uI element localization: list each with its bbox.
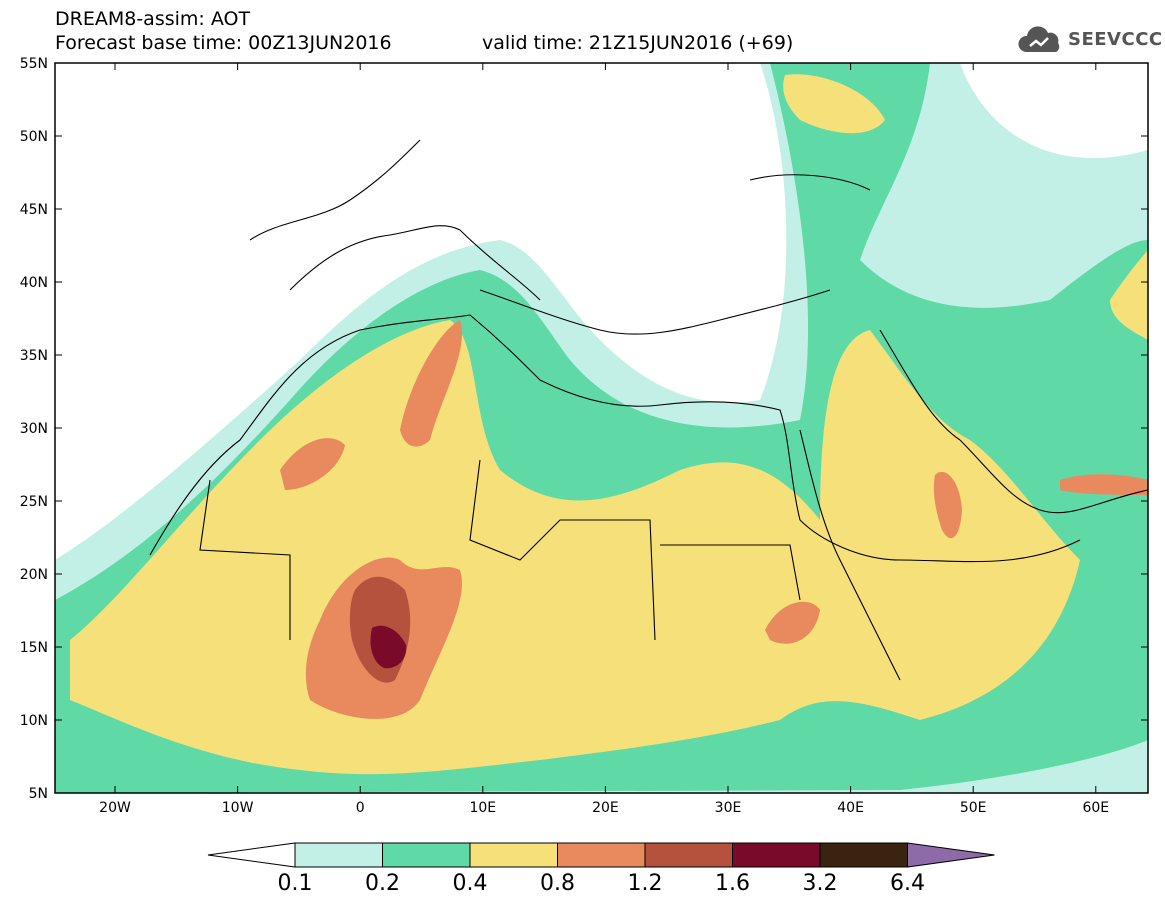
colorbar bbox=[207, 842, 995, 868]
latitude-axis: 55N 50N 45N 40N 35N 30N 25N 20N 15N 10N 5N bbox=[20, 56, 1148, 802]
lon-tick-label: 50E bbox=[960, 800, 987, 816]
lon-tick-label: 30E bbox=[715, 800, 742, 816]
valid-time: valid time: 21Z15JUN2016 (+69) bbox=[482, 32, 794, 54]
lat-tick-label: 30N bbox=[20, 421, 48, 437]
colorbar-segment bbox=[819, 842, 908, 868]
lat-tick-label: 55N bbox=[20, 56, 48, 72]
lat-tick-label: 5N bbox=[29, 786, 48, 802]
colorbar-label: 1.6 bbox=[715, 871, 750, 896]
coastlines bbox=[149, 139, 1148, 681]
lon-tick-label: 10W bbox=[222, 800, 254, 816]
cloud-icon bbox=[1018, 26, 1060, 52]
aot-band-0-8-west bbox=[280, 438, 345, 490]
colorbar-segment bbox=[732, 842, 821, 868]
longitude-axis: 20W 10W 0 10E 20E 30E 40E 50E 60E bbox=[99, 63, 1109, 816]
aot-band-1-6 bbox=[370, 625, 407, 669]
lon-tick-label: 20W bbox=[99, 800, 131, 816]
aot-band-0-4-north bbox=[783, 74, 885, 134]
lon-tick-label: 0 bbox=[356, 800, 365, 816]
lat-tick-label: 15N bbox=[20, 640, 48, 656]
lon-tick-label: 20E bbox=[592, 800, 619, 816]
lon-tick-label: 10E bbox=[469, 800, 496, 816]
colorbar-segment bbox=[644, 842, 733, 868]
aot-band-0-4-east bbox=[1110, 250, 1148, 340]
aot-band-0-8-atlas bbox=[400, 320, 463, 447]
forecast-base-time: Forecast base time: 00Z13JUN2016 bbox=[55, 32, 392, 54]
colorbar-label: 3.2 bbox=[802, 871, 838, 896]
colorbar-label: 1.2 bbox=[627, 871, 663, 896]
lat-tick-label: 45N bbox=[20, 202, 48, 218]
colorbar-segment bbox=[557, 842, 646, 868]
aot-band-0-8-gulf bbox=[1060, 474, 1148, 495]
colorbar-segment bbox=[382, 842, 471, 868]
colorbar-label: 6.4 bbox=[890, 871, 925, 896]
lat-tick-label: 35N bbox=[20, 348, 48, 364]
aot-band-0-8-arabia bbox=[933, 471, 962, 539]
lat-tick-label: 50N bbox=[20, 129, 48, 145]
colorbar-label: 0.1 bbox=[277, 871, 313, 896]
colorbar-segment bbox=[294, 842, 383, 868]
lat-tick-label: 20N bbox=[20, 567, 48, 583]
colorbar-segment bbox=[469, 842, 558, 868]
lat-tick-label: 40N bbox=[20, 275, 48, 291]
lat-tick-label: 10N bbox=[20, 713, 48, 729]
colorbar-over-triangle bbox=[907, 842, 995, 868]
colorbar-label: 0.8 bbox=[540, 871, 575, 896]
lon-tick-label: 40E bbox=[837, 800, 864, 816]
brand-name: SEEVCCC bbox=[1068, 29, 1163, 50]
colorbar-under-triangle bbox=[207, 842, 296, 868]
aot-band-0-8-sudan bbox=[765, 601, 820, 644]
lon-tick-label: 60E bbox=[1082, 800, 1109, 816]
aot-field bbox=[55, 63, 1148, 793]
colorbar-label: 0.2 bbox=[365, 871, 400, 896]
lat-tick-label: 25N bbox=[20, 494, 48, 510]
brand-logo: SEEVCCC bbox=[1016, 24, 1162, 58]
colorbar-label: 0.4 bbox=[452, 871, 488, 896]
map-title: DREAM8-assim: AOT bbox=[55, 8, 251, 30]
